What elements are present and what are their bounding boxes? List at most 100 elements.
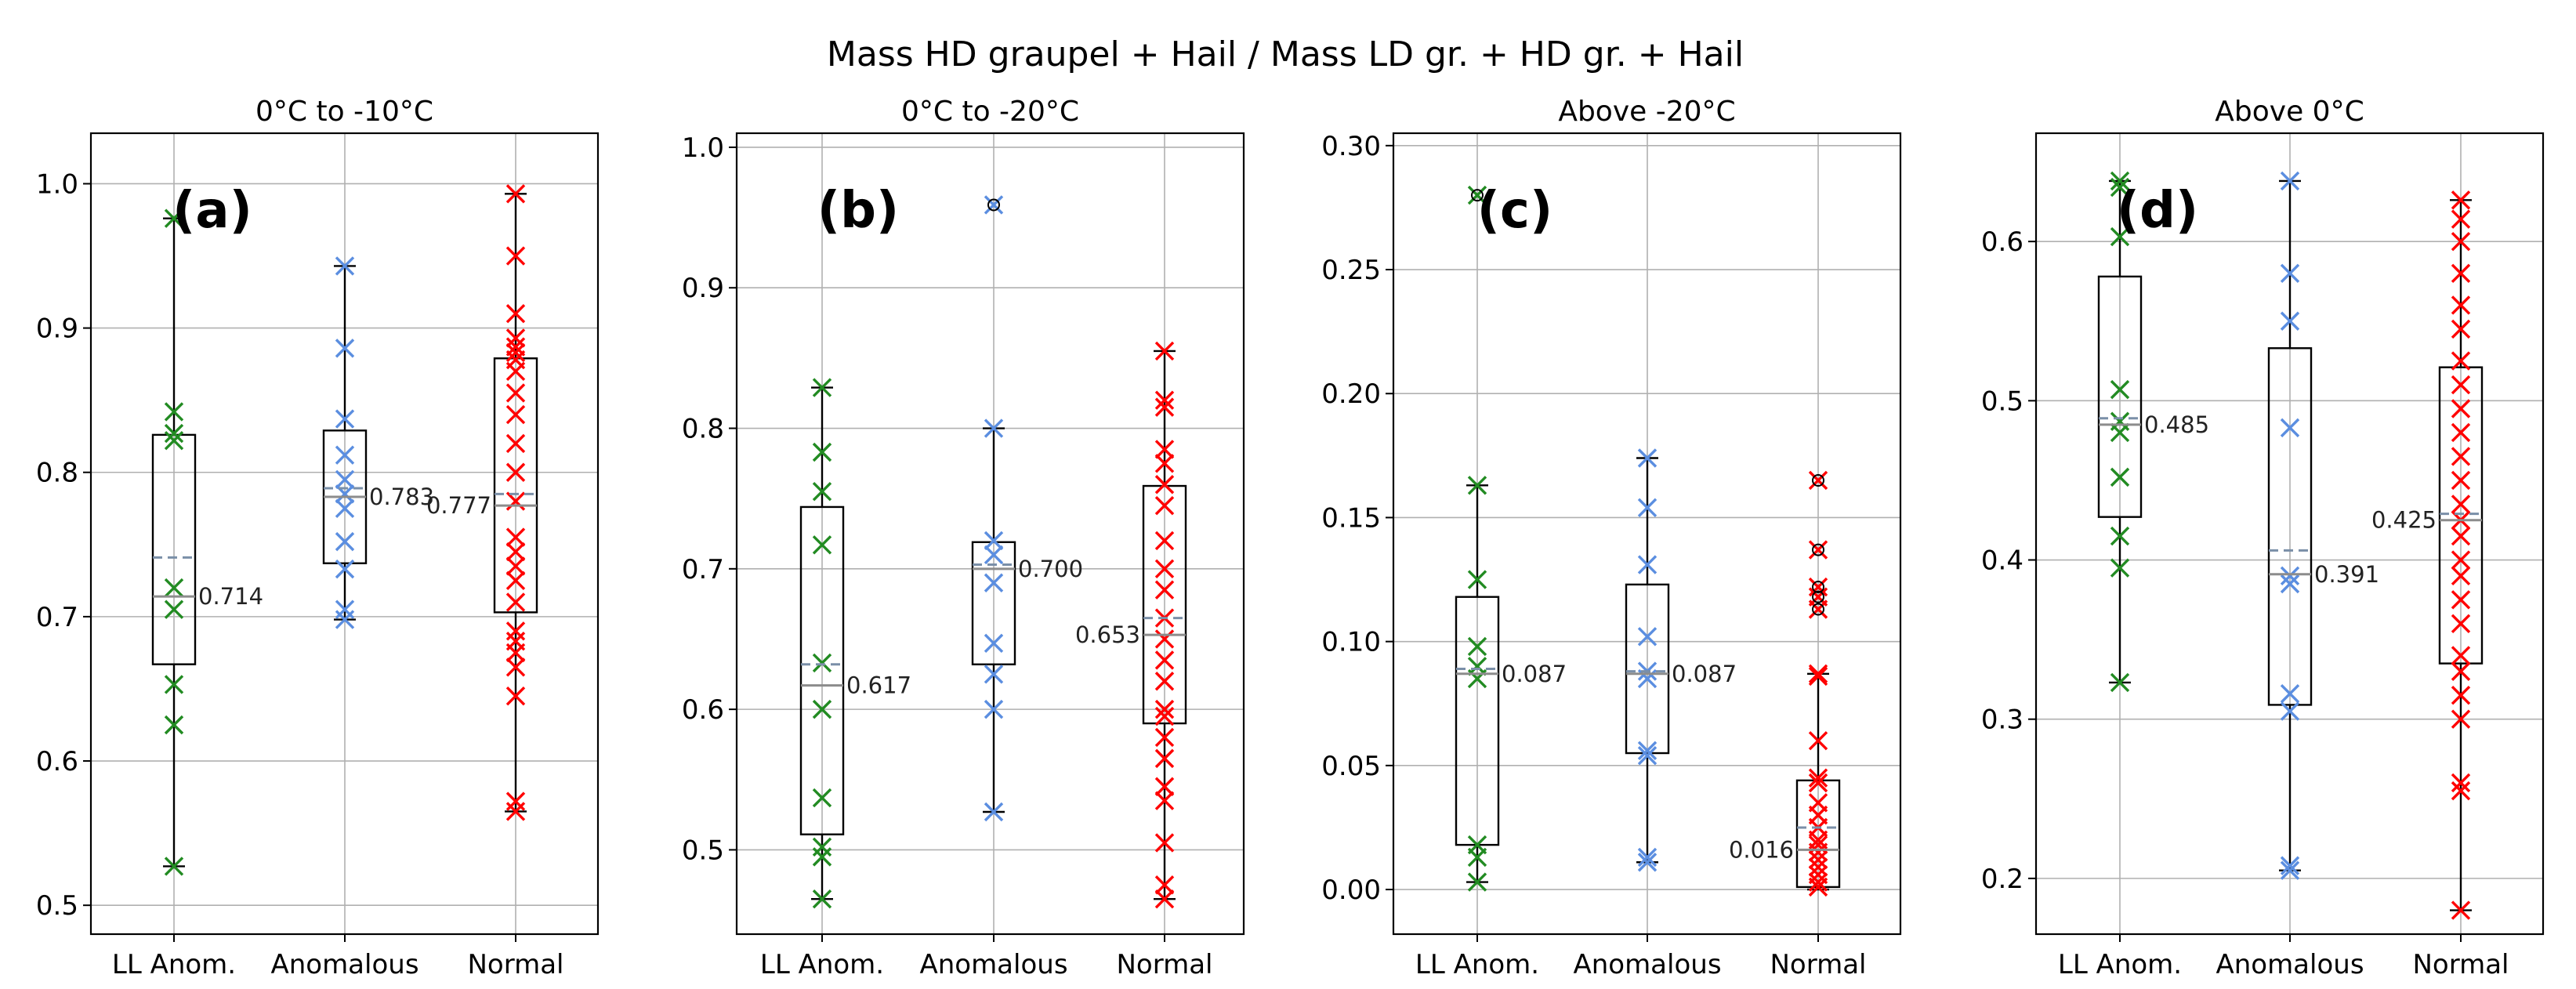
data-point xyxy=(164,715,184,735)
data-point xyxy=(812,482,832,502)
data-point xyxy=(335,445,355,465)
axes-frame xyxy=(735,132,1245,936)
data-point xyxy=(2451,526,2471,546)
data-point xyxy=(2280,574,2300,594)
outlier-marker xyxy=(1812,473,1824,487)
figure-suptitle: Mass HD graupel + Hail / Mass LD gr. + H… xyxy=(827,34,1744,74)
median-label: 0.617 xyxy=(846,672,911,699)
data-point xyxy=(2280,418,2300,438)
x-tick-label: Anomalous xyxy=(2216,949,2364,980)
data-point xyxy=(2451,422,2471,443)
x-tick-label: Normal xyxy=(2412,949,2509,980)
box-iqr xyxy=(2438,366,2484,665)
y-tick-label: 0.6 xyxy=(36,746,78,777)
y-tick-label: 0.2 xyxy=(1981,864,2023,895)
median-label: 0.087 xyxy=(1502,661,1567,687)
data-point xyxy=(2451,351,2471,371)
data-point xyxy=(1154,341,1175,361)
data-point xyxy=(1808,877,1828,897)
data-point xyxy=(164,431,184,451)
y-tick-label: 0.9 xyxy=(36,313,78,345)
median-label: 0.714 xyxy=(198,583,263,610)
data-point xyxy=(2280,856,2300,875)
data-point xyxy=(2451,566,2471,586)
data-point xyxy=(2451,209,2471,229)
y-tick-label: 0.5 xyxy=(682,835,724,866)
data-point xyxy=(1154,495,1175,516)
data-point xyxy=(812,889,832,909)
data-point xyxy=(2451,781,2471,801)
data-point xyxy=(505,303,526,324)
data-point xyxy=(812,788,832,808)
y-tick-label: 0.10 xyxy=(1321,627,1381,658)
data-point xyxy=(1154,833,1175,853)
data-point xyxy=(1154,454,1175,473)
data-point xyxy=(2280,860,2300,880)
data-point xyxy=(2280,311,2300,331)
panel-label: (a) xyxy=(172,182,252,240)
data-point xyxy=(1808,842,1828,862)
x-tick-label: LL Anom. xyxy=(2058,949,2182,980)
median-label: 0.391 xyxy=(2314,561,2379,588)
y-tick-label: 0.30 xyxy=(1321,131,1381,162)
y-tick-label: 0.5 xyxy=(1981,386,2023,417)
axes-frame xyxy=(2034,132,2545,936)
series-normal: 0.016 xyxy=(1729,470,1841,897)
x-tick-label: LL Anom. xyxy=(1415,949,1539,980)
data-point xyxy=(812,535,832,555)
panel-label: (d) xyxy=(2117,182,2198,240)
data-point xyxy=(2451,494,2471,514)
y-tick-label: 0.3 xyxy=(1981,705,2023,736)
data-point xyxy=(2451,590,2471,610)
data-point xyxy=(164,675,184,694)
outlier-marker xyxy=(1471,189,1484,202)
data-point xyxy=(335,256,355,276)
data-point xyxy=(2110,171,2130,191)
data-point xyxy=(505,571,526,591)
data-point xyxy=(1467,636,1487,657)
data-point xyxy=(505,802,526,821)
data-point xyxy=(505,592,526,612)
data-point xyxy=(1154,727,1175,748)
data-point xyxy=(505,328,526,348)
box-iqr xyxy=(2097,275,2143,518)
data-point xyxy=(1808,773,1828,793)
data-point xyxy=(2451,319,2471,339)
series-anomalous: 0.087 xyxy=(1625,448,1737,872)
data-point xyxy=(1154,531,1175,551)
data-point xyxy=(2110,422,2130,443)
data-point xyxy=(505,462,526,482)
data-point xyxy=(2451,646,2471,665)
series-ll-anom: 0.617 xyxy=(799,378,911,909)
panel-label: (c) xyxy=(1477,182,1552,240)
panel-d: 0.2 0.3 0.4 0.5 0.6 LL Anom. Anomalous Normal 0.… xyxy=(1981,96,2545,980)
series-ll-anom: 0.087 xyxy=(1455,185,1567,892)
data-point xyxy=(984,195,1004,215)
data-point xyxy=(2451,661,2471,681)
data-point xyxy=(2110,379,2130,400)
data-point xyxy=(505,556,526,576)
data-point xyxy=(335,339,355,358)
data-point xyxy=(2451,709,2471,729)
data-point xyxy=(1637,847,1658,868)
y-tick-label: 0.15 xyxy=(1321,502,1381,534)
data-point xyxy=(2451,550,2471,570)
data-point xyxy=(1467,847,1487,868)
data-point xyxy=(2280,701,2300,721)
series-anomalous: 0.391 xyxy=(2267,171,2379,880)
data-point xyxy=(1808,666,1828,687)
data-point xyxy=(1808,600,1828,619)
outlier-marker xyxy=(987,198,1000,212)
outlier-marker xyxy=(1812,543,1824,556)
x-tick-label: Anomalous xyxy=(270,949,418,980)
data-point xyxy=(812,699,832,719)
data-point xyxy=(1154,580,1175,600)
series-normal: 0.777 xyxy=(426,184,538,821)
data-point xyxy=(505,184,526,204)
data-point xyxy=(1637,627,1658,647)
data-point xyxy=(1808,768,1828,788)
y-tick-label: 0.6 xyxy=(682,694,724,726)
y-tick-label: 0.00 xyxy=(1321,875,1381,906)
data-point xyxy=(1808,850,1828,870)
data-point xyxy=(505,658,526,677)
